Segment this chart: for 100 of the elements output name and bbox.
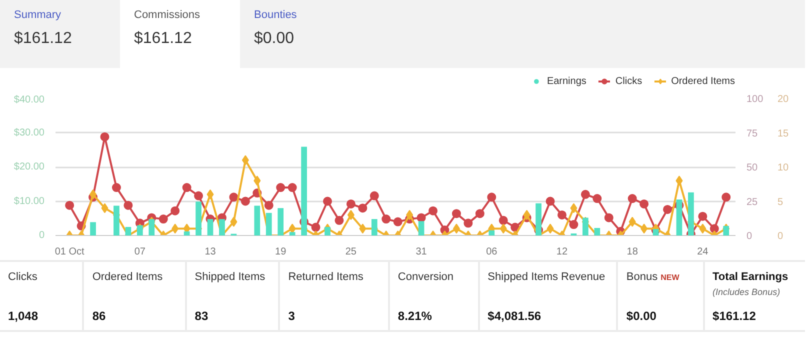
point xyxy=(464,218,473,228)
point xyxy=(393,217,402,226)
point xyxy=(254,176,261,186)
point xyxy=(206,189,214,200)
point xyxy=(570,203,578,214)
point xyxy=(101,203,108,214)
x-tick-label: 31 xyxy=(416,246,428,258)
point xyxy=(229,192,238,202)
x-tick-label: 06 xyxy=(486,246,498,258)
text: NEW xyxy=(660,273,680,282)
bar xyxy=(90,222,96,236)
bar xyxy=(301,146,307,236)
y3-tick-label: 20 xyxy=(778,94,790,105)
point xyxy=(546,196,555,206)
point xyxy=(710,224,719,234)
point xyxy=(323,196,332,206)
x-tick-label: 19 xyxy=(275,246,287,258)
bar xyxy=(266,212,272,236)
point xyxy=(182,183,192,192)
bar xyxy=(371,219,378,236)
point xyxy=(334,216,344,225)
point xyxy=(580,190,590,199)
point xyxy=(264,200,274,210)
point xyxy=(112,183,121,192)
bar xyxy=(324,226,330,236)
point xyxy=(406,210,414,220)
text: 83 xyxy=(194,308,210,325)
x-tick-label: 13 xyxy=(204,246,216,258)
point xyxy=(124,200,133,210)
legend-label: Earnings xyxy=(546,75,586,87)
point xyxy=(663,204,672,214)
bar xyxy=(289,232,296,236)
y2-tick-label: 25 xyxy=(746,196,758,208)
bar xyxy=(196,202,202,236)
y2-tick-label: 0 xyxy=(746,231,752,242)
text: $0.00 xyxy=(626,308,658,325)
point xyxy=(569,220,578,230)
point xyxy=(628,194,637,203)
point xyxy=(288,183,297,192)
x-tick-label: 01 Oct xyxy=(54,246,85,258)
text: (Includes Bonus) xyxy=(712,286,782,299)
legend-label: Ordered Items xyxy=(671,75,735,87)
point xyxy=(722,192,731,202)
point xyxy=(676,176,683,186)
text: 8.21% xyxy=(398,308,433,325)
bar xyxy=(254,206,260,236)
bar xyxy=(594,228,600,236)
bar xyxy=(278,208,284,236)
point xyxy=(65,200,74,210)
text: Ordered Items xyxy=(92,270,164,285)
text: $161.12 xyxy=(712,308,757,325)
bar xyxy=(207,219,214,236)
y3-tick-label: 0 xyxy=(778,231,784,242)
bar xyxy=(418,221,424,236)
bar xyxy=(219,219,225,236)
legend-label: Clicks xyxy=(615,75,642,87)
x-tick-label: 25 xyxy=(345,246,357,258)
point xyxy=(370,191,379,200)
point xyxy=(475,209,484,218)
y-tick-label: $20.00 xyxy=(14,162,45,172)
text: 1,048 xyxy=(8,308,40,325)
bar xyxy=(582,218,588,236)
y-tick-label: $40.00 xyxy=(14,94,45,106)
point xyxy=(358,204,368,213)
point xyxy=(452,209,461,218)
point xyxy=(230,216,238,227)
bar xyxy=(536,203,542,236)
point xyxy=(698,212,708,221)
text: Summary xyxy=(14,8,62,23)
y-tick-label: 0 xyxy=(38,230,45,241)
text: 86 xyxy=(92,308,107,325)
point xyxy=(498,216,508,225)
bar xyxy=(114,206,120,236)
text: Total Earnings xyxy=(712,270,790,285)
text: $161.12 xyxy=(14,28,73,49)
x-tick-label: 18 xyxy=(626,246,638,258)
point xyxy=(346,200,356,208)
point xyxy=(276,183,286,192)
text: $161.12 xyxy=(134,28,193,49)
point xyxy=(170,206,180,216)
text: 3 xyxy=(288,308,296,325)
y2-tick-label: 75 xyxy=(746,128,758,140)
point xyxy=(557,210,566,220)
y2-tick-label: 100 xyxy=(746,94,764,105)
y-tick-label: $10.00 xyxy=(14,196,45,207)
text: Bounties xyxy=(254,8,298,23)
text: Shipped Items Revenue xyxy=(488,270,606,285)
text: Shipped Items xyxy=(194,270,266,285)
y3-tick-label: 5 xyxy=(778,196,784,208)
text: Conversion xyxy=(398,270,455,285)
text: $4,081.56 xyxy=(488,308,542,325)
point xyxy=(416,213,426,222)
point xyxy=(347,210,354,220)
x-tick-label: 24 xyxy=(697,246,709,258)
text: Clicks xyxy=(8,270,38,285)
bar xyxy=(184,231,190,236)
bar xyxy=(488,230,495,236)
point xyxy=(90,189,97,200)
x-tick-label: 12 xyxy=(556,246,568,258)
bar xyxy=(688,192,694,236)
